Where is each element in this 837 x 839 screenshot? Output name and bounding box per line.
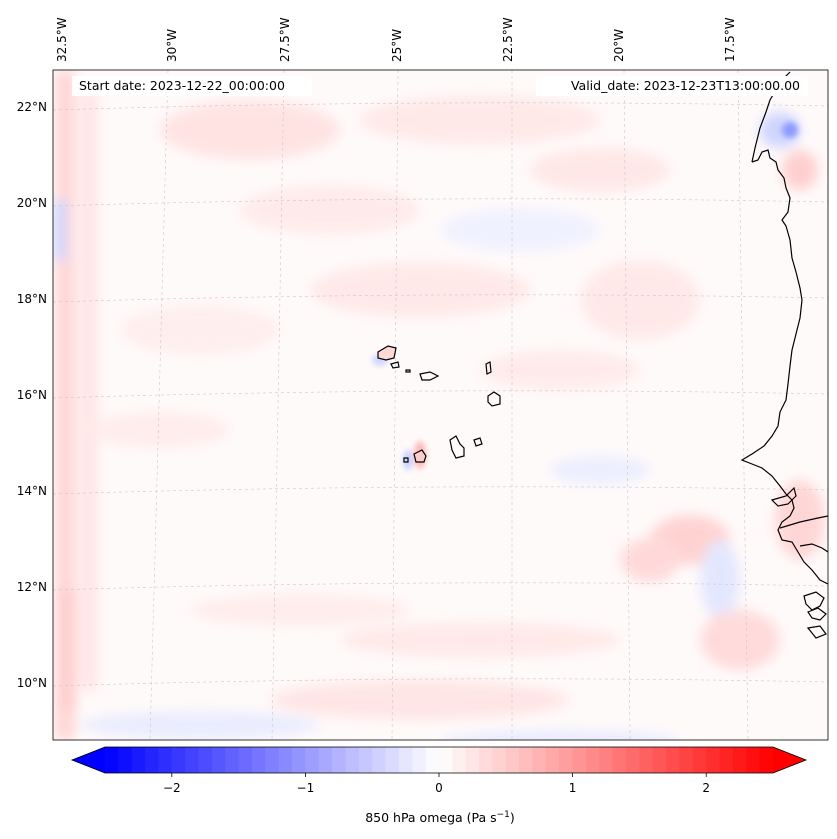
colorbar-step (732, 747, 747, 773)
colorbar-step (679, 747, 694, 773)
colorbar-step (385, 747, 400, 773)
lon-label: 25°W (390, 29, 404, 62)
colorbar-step (545, 747, 560, 773)
colorbar-step (706, 747, 721, 773)
colorbar-step (639, 747, 654, 773)
colorbar-step (158, 747, 173, 773)
start-date-label: Start date: 2023-12-22_00:00:00 (79, 78, 285, 93)
colorbar-step (719, 747, 734, 773)
lat-label: 14°N (17, 484, 47, 498)
graticule (53, 70, 828, 740)
colorbar-step (519, 747, 534, 773)
lon-label: 30°W (165, 29, 179, 62)
colorbar-step (559, 747, 574, 773)
colorbar-step (465, 747, 480, 773)
lat-label: 10°N (17, 676, 47, 690)
header-start-date: Start date: 2023-12-22_00:00:00 (72, 76, 312, 96)
colorbar-step (692, 747, 707, 773)
colorbar-step (439, 747, 453, 773)
colorbar-step (759, 747, 774, 773)
colorbar-step (746, 747, 761, 773)
colorbar-step (585, 747, 600, 773)
colorbar-step (185, 747, 200, 773)
colorbar: −2 −1 0 1 2 850 hPa omega (Pa s−1) (70, 746, 808, 825)
colorbar-high-extend (773, 747, 806, 773)
colorbar-step (332, 747, 347, 773)
colorbar-step (372, 747, 387, 773)
colorbar-label: 850 hPa omega (Pa s−1) (365, 810, 515, 825)
longitude-labels: 32.5°W 30°W 27.5°W 25°W 22.5°W 20°W 17.5… (55, 17, 737, 62)
colorbar-step (626, 747, 640, 773)
colorbar-tick-label: −2 (163, 781, 181, 795)
colorbar-step (572, 747, 587, 773)
colorbar-step (278, 747, 293, 773)
colorbar-step (492, 747, 507, 773)
lat-label: 20°N (17, 196, 47, 210)
colorbar-step (532, 747, 547, 773)
colorbar-outline (70, 746, 808, 774)
header-valid-date: Valid_date: 2023-12-23T13:00:00.00 (536, 76, 808, 96)
colorbar-step (318, 747, 333, 773)
lon-label: 20°W (612, 29, 626, 62)
colorbar-step (398, 747, 413, 773)
omega-field (53, 70, 828, 740)
latitude-labels: 22°N 20°N 18°N 16°N 14°N 12°N 10°N (17, 100, 47, 690)
colorbar-step (171, 747, 186, 773)
colorbar-step (599, 747, 614, 773)
colorbar-tick-label: 0 (435, 781, 443, 795)
colorbar-step (305, 747, 320, 773)
colorbar-step (452, 747, 467, 773)
colorbar-low-extend (72, 747, 105, 773)
colorbar-step (666, 747, 681, 773)
colorbar-step (412, 747, 427, 773)
lat-label: 12°N (17, 580, 47, 594)
colorbar-step (345, 747, 360, 773)
colorbar-step (292, 747, 306, 773)
colorbar-step (105, 747, 119, 773)
lat-label: 22°N (17, 100, 47, 114)
colorbar-step (211, 747, 226, 773)
lon-label: 22.5°W (501, 17, 515, 62)
colorbar-step (198, 747, 213, 773)
colorbar-step (225, 747, 240, 773)
lon-label: 17.5°W (723, 17, 737, 62)
colorbar-step (238, 747, 253, 773)
colorbar-step (505, 747, 520, 773)
colorbar-ticks: −2 −1 0 1 2 (163, 773, 710, 795)
colorbar-step (479, 747, 494, 773)
colorbar-step (265, 747, 280, 773)
colorbar-tick-label: 2 (702, 781, 710, 795)
lat-label: 18°N (17, 292, 47, 306)
map-frame (52, 69, 829, 741)
colorbar-tick-label: 1 (569, 781, 577, 795)
colorbar-step (118, 747, 133, 773)
lat-label: 16°N (17, 388, 47, 402)
cabo-verde-islands (377, 345, 501, 463)
lon-label: 27.5°W (278, 17, 292, 62)
colorbar-step (131, 747, 146, 773)
colorbar-step (251, 747, 266, 773)
colorbar-step (612, 747, 627, 773)
colorbar-steps (105, 747, 774, 773)
valid-date-label: Valid_date: 2023-12-23T13:00:00.00 (571, 78, 800, 93)
lon-label: 32.5°W (55, 17, 69, 62)
colorbar-step (358, 747, 373, 773)
coastline (740, 71, 828, 639)
colorbar-step (145, 747, 160, 773)
colorbar-step (652, 747, 667, 773)
colorbar-tick-label: −1 (297, 781, 315, 795)
colorbar-step (425, 747, 440, 773)
